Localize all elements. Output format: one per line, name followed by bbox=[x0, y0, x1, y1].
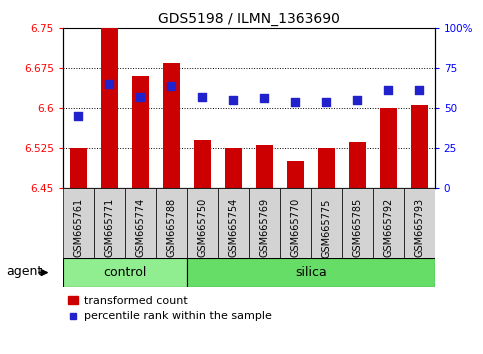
Point bbox=[354, 97, 361, 103]
Text: GSM665793: GSM665793 bbox=[414, 198, 424, 257]
Bar bbox=[380, 108, 397, 188]
Bar bbox=[194, 140, 211, 188]
Text: GSM665750: GSM665750 bbox=[197, 198, 207, 257]
Text: control: control bbox=[103, 266, 146, 279]
Bar bbox=[187, 188, 218, 258]
Bar bbox=[287, 161, 304, 188]
Text: GSM665769: GSM665769 bbox=[259, 198, 269, 257]
Bar bbox=[70, 148, 87, 188]
Point bbox=[229, 97, 237, 103]
Bar bbox=[101, 28, 118, 188]
Point bbox=[415, 88, 423, 93]
Bar bbox=[63, 258, 187, 287]
Bar bbox=[225, 148, 242, 188]
Bar bbox=[311, 188, 342, 258]
Point bbox=[384, 88, 392, 93]
Bar bbox=[218, 188, 249, 258]
Text: GSM665775: GSM665775 bbox=[321, 198, 331, 258]
Bar bbox=[280, 188, 311, 258]
Point bbox=[136, 94, 144, 99]
Bar bbox=[318, 148, 335, 188]
Bar bbox=[342, 188, 373, 258]
Text: GSM665771: GSM665771 bbox=[104, 198, 114, 257]
Text: GSM665774: GSM665774 bbox=[135, 198, 145, 257]
Bar bbox=[349, 143, 366, 188]
Text: agent: agent bbox=[6, 265, 43, 278]
Text: GSM665761: GSM665761 bbox=[73, 198, 83, 257]
Point bbox=[168, 83, 175, 88]
Text: GSM665770: GSM665770 bbox=[290, 198, 300, 257]
Bar bbox=[163, 63, 180, 188]
Point bbox=[199, 94, 206, 99]
Text: GSM665792: GSM665792 bbox=[383, 198, 393, 257]
Text: silica: silica bbox=[295, 266, 327, 279]
Bar bbox=[373, 188, 404, 258]
Bar bbox=[63, 188, 94, 258]
Bar bbox=[249, 188, 280, 258]
Bar bbox=[94, 188, 125, 258]
Bar bbox=[187, 258, 435, 287]
Point bbox=[260, 96, 268, 101]
Title: GDS5198 / ILMN_1363690: GDS5198 / ILMN_1363690 bbox=[158, 12, 340, 26]
Bar bbox=[411, 105, 428, 188]
Text: GSM665785: GSM665785 bbox=[352, 198, 362, 257]
Bar bbox=[404, 188, 435, 258]
Bar bbox=[132, 76, 149, 188]
Point bbox=[105, 81, 113, 87]
Bar bbox=[156, 188, 187, 258]
Legend: transformed count, percentile rank within the sample: transformed count, percentile rank withi… bbox=[69, 296, 272, 321]
Bar bbox=[256, 145, 273, 188]
Text: GSM665788: GSM665788 bbox=[166, 198, 176, 257]
Text: GSM665754: GSM665754 bbox=[228, 198, 238, 257]
Point bbox=[322, 99, 330, 104]
Bar bbox=[125, 188, 156, 258]
Point bbox=[291, 99, 299, 104]
Point bbox=[74, 113, 82, 119]
